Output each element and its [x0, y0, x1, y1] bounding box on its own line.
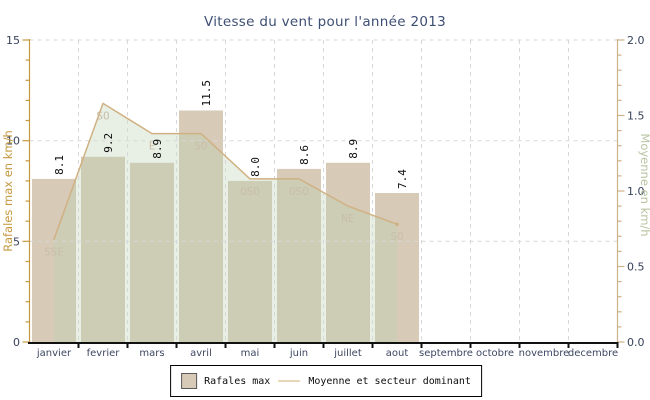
bottom-axis [28, 342, 619, 348]
right-axis-tick-label: 2.0 [627, 34, 645, 47]
moyenne-line [53, 102, 398, 241]
right-axis-tick-label: 1.5 [627, 110, 645, 123]
bar-fevrier [81, 156, 125, 342]
month-label-avril: avril [190, 348, 212, 359]
month-label-janvier: janvier [36, 348, 72, 359]
moyenne-area [54, 103, 397, 343]
bar-value-label: 8.9 [347, 139, 360, 159]
bar-value-label: 8.9 [151, 139, 164, 159]
left-axis-title: Rafales max en km/h [1, 130, 15, 252]
sector-label: NE [341, 212, 354, 225]
bar-avril [179, 110, 223, 342]
bar-value-label: 9.2 [102, 133, 115, 153]
left-axis-tick-label: 5 [13, 235, 20, 248]
bar-juin [277, 168, 321, 342]
sector-label: E [149, 140, 156, 153]
month-label-mars: mars [139, 348, 164, 359]
month-label-juillet: juillet [333, 348, 362, 359]
sector-label: SSE [44, 245, 64, 258]
month-label-juin: juin [289, 348, 308, 359]
month-label-aout: aout [386, 348, 409, 359]
legend-bar-swatch [181, 373, 198, 389]
sector-label: SO [390, 230, 403, 243]
legend-bar-label: Rafales max [204, 375, 271, 387]
bar-value-label: 8.1 [53, 155, 66, 175]
moyenne-line-end-dot [395, 222, 399, 226]
left-axis-tick-label: 15 [6, 34, 20, 47]
bars-layer [32, 110, 419, 342]
bar-aout [375, 193, 419, 342]
chart-legend: Rafales max Moyenne et secteur dominant [170, 365, 482, 397]
sector-label: OSO [289, 185, 309, 198]
right-axis-tick-label: 0.5 [627, 261, 645, 274]
right-axis-title: Moyenne en km/h [638, 133, 650, 236]
chart-title: Vitesse du vent pour l'année 2013 [203, 14, 447, 30]
left-axis-tick-label: 10 [6, 135, 20, 148]
bar-mai [228, 180, 272, 342]
legend-line-swatch [278, 380, 301, 382]
right-axis-tick-label: 1.0 [627, 185, 645, 198]
month-label-decembre: decembre [568, 348, 618, 359]
month-label-novembre: novembre [519, 348, 570, 359]
bar-juillet [326, 162, 370, 342]
bar-mars [130, 162, 174, 342]
bar-value-label: 8.6 [298, 145, 311, 165]
bar-value-labels: 8.1 9.2 8.9 11.5 8.0 8.6 8.9 7.4 [53, 80, 409, 189]
gridlines [29, 39, 618, 342]
month-label-octobre: octobre [476, 348, 514, 359]
bar-value-label: 7.4 [396, 169, 409, 189]
month-label-septembre: septembre [419, 348, 473, 359]
bar-janvier [32, 178, 76, 342]
legend-line-label: Moyenne et secteur dominant [308, 375, 471, 387]
month-label-mai: mai [241, 348, 260, 359]
left-axis-tick-label: 0 [13, 336, 20, 349]
bar-value-label: 8.0 [249, 157, 262, 177]
left-axis [22, 39, 31, 343]
right-axis-tick-label: 0.0 [627, 336, 645, 349]
sector-label: OSO [240, 185, 260, 198]
month-label-fevrier: fevrier [87, 348, 121, 359]
sector-label: SO [194, 140, 207, 153]
bar-value-label: 11.5 [200, 80, 213, 107]
right-axis [616, 39, 625, 343]
